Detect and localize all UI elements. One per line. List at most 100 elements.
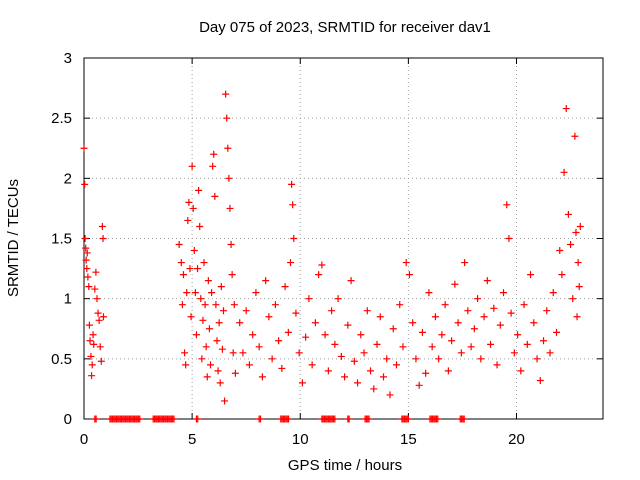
plot-border (83, 57, 604, 420)
data-point (510, 349, 518, 357)
data-point (496, 321, 504, 329)
axis-ticks: 0 0.5 1 1.5 2 2.5 3 0 5 10 15 20 (51, 50, 603, 448)
data-point (490, 304, 498, 312)
data-point (540, 337, 548, 345)
data-point (503, 201, 511, 209)
data-point (556, 247, 564, 255)
data-point (383, 355, 391, 363)
data-point (192, 331, 200, 339)
y-tick-label: 0 (64, 411, 72, 428)
data-point (527, 271, 535, 279)
data-point (425, 289, 433, 297)
data-point (363, 307, 371, 315)
data-point (470, 325, 478, 333)
data-point (99, 235, 107, 242)
data-point (345, 415, 353, 423)
data-point (183, 289, 191, 297)
y-tick-label: 3 (64, 50, 72, 67)
data-point (441, 301, 449, 309)
data-point (289, 201, 297, 209)
y-axis-label: SRMTID / TECUs (5, 179, 22, 297)
data-point (571, 132, 579, 140)
data-point (318, 261, 326, 269)
data-point (281, 283, 289, 291)
data-point (93, 295, 101, 303)
data-point (278, 364, 286, 372)
data-point (302, 333, 310, 341)
data-point (514, 331, 522, 339)
data-point (208, 289, 216, 297)
data-point (409, 319, 417, 327)
data-point (258, 373, 266, 381)
data-point (170, 415, 178, 423)
data-point (431, 313, 439, 321)
data-point (236, 319, 244, 327)
data-point (216, 379, 224, 387)
data-point (179, 271, 187, 279)
data-point (83, 265, 91, 273)
data-point (186, 265, 194, 273)
data-point (242, 307, 250, 315)
data-point (196, 222, 204, 230)
data-point (402, 259, 410, 267)
data-point (444, 367, 452, 375)
data-point (228, 271, 236, 279)
data-point (86, 337, 94, 345)
data-point (85, 321, 93, 329)
data-point (198, 355, 206, 363)
data-point (328, 307, 336, 315)
data-point (418, 328, 426, 336)
data-point (295, 349, 303, 357)
data-point (308, 361, 316, 369)
data-point (562, 105, 570, 113)
data-point (412, 355, 420, 363)
data-point (321, 331, 329, 339)
data-point (341, 373, 349, 381)
data-point (373, 340, 381, 348)
grid-lines (84, 58, 603, 419)
data-point (567, 241, 575, 249)
data-point (223, 114, 231, 122)
data-point (88, 361, 96, 369)
data-point (480, 313, 488, 321)
data-point (380, 373, 388, 381)
data-point (262, 277, 270, 285)
data-point (331, 415, 339, 423)
data-point (573, 313, 581, 321)
data-point (467, 343, 475, 351)
data-point (331, 340, 339, 348)
data-point (483, 277, 491, 285)
data-point (189, 204, 197, 212)
data-point (207, 361, 215, 369)
data-point (451, 280, 459, 288)
data-point (569, 295, 577, 303)
data-point (493, 361, 501, 369)
data-point (231, 369, 239, 377)
data-point (178, 301, 186, 309)
data-point (194, 415, 202, 423)
data-point (182, 361, 190, 369)
data-point (255, 343, 263, 351)
chart-title: Day 075 of 2023, SRMTID for receiver dav… (199, 19, 491, 36)
data-point (422, 369, 430, 377)
data-point (212, 301, 220, 309)
data-point (203, 373, 211, 381)
data-point (558, 271, 566, 279)
data-point (87, 352, 95, 360)
data-point (84, 273, 92, 281)
data-point (256, 415, 264, 423)
data-point (292, 309, 300, 317)
data-point (187, 313, 195, 321)
data-point (88, 372, 96, 380)
plot-frame (83, 57, 604, 420)
data-point (396, 301, 404, 309)
data-point (428, 343, 436, 351)
data-point (219, 307, 227, 315)
data-point (386, 391, 394, 399)
data-point (175, 241, 183, 249)
data-point (477, 355, 485, 363)
y-tick-label: 1.5 (51, 231, 72, 248)
data-point (448, 337, 456, 345)
data-point (543, 307, 551, 315)
data-point (271, 301, 279, 309)
